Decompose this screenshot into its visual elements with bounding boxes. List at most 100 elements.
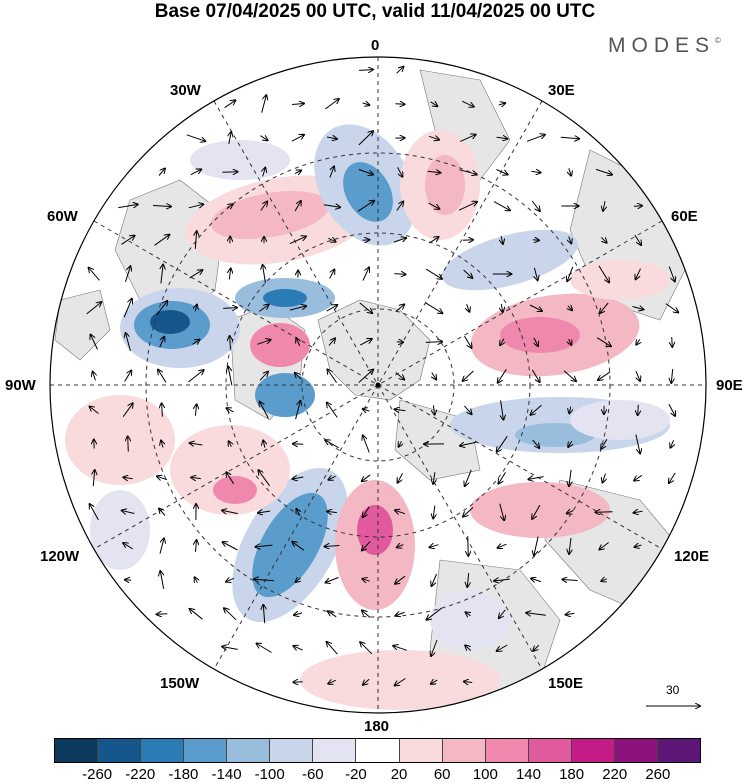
- wind-vector: [569, 469, 571, 486]
- lon-label-30w: 30W: [170, 82, 201, 99]
- map-title: Base 07/04/2025 00 UTC, valid 11/04/2025…: [154, 1, 596, 22]
- wind-vector: [635, 434, 640, 454]
- wind-vector: [498, 544, 507, 548]
- wind-vector: [636, 339, 640, 344]
- wind-vector: [263, 265, 266, 284]
- wind-vector: [460, 135, 475, 142]
- colorbar-swatch-8: [399, 739, 443, 762]
- wind-vector: [528, 477, 544, 480]
- colorbar-tick-label: 140: [515, 766, 541, 783]
- colorbar-swatch-6: [313, 739, 357, 762]
- wind-vector: [562, 580, 578, 581]
- wind-vector: [327, 369, 338, 383]
- wind-vector: [159, 509, 166, 516]
- wind-vector: [636, 268, 641, 280]
- wind-vector: [296, 338, 299, 347]
- colorbar-tick-label: -100: [254, 766, 285, 783]
- wind-vector: [560, 137, 579, 139]
- wind-vector: [669, 472, 676, 483]
- wind-vector: [121, 236, 134, 245]
- wind-vector: [161, 441, 163, 448]
- wind-vector: [292, 104, 304, 105]
- wind-vector: [531, 369, 539, 382]
- colorbar-swatch-11: [528, 739, 572, 762]
- wind-vector: [228, 367, 233, 386]
- wind-vector: [291, 135, 304, 142]
- wind-vector: [222, 172, 237, 173]
- wind-vector: [90, 504, 99, 521]
- lon-label-90w: 90W: [5, 377, 36, 394]
- wind-vector: [90, 407, 99, 414]
- wind-vector: [125, 266, 131, 282]
- wind-vector: [427, 171, 441, 173]
- wind-vector: [359, 339, 372, 346]
- wind-vector: [468, 536, 469, 556]
- wind-vector: [188, 370, 203, 383]
- wind-vector: [393, 238, 406, 243]
- wind-vector: [263, 605, 264, 624]
- wind-vector: [190, 169, 201, 176]
- wind-vector: [259, 305, 268, 312]
- wind-vector: [160, 571, 165, 589]
- wind-vector: [328, 338, 335, 346]
- lon-label-180: 180: [364, 718, 390, 735]
- wind-vector: [294, 201, 301, 212]
- wind-vector: [222, 647, 238, 650]
- wind-vector: [292, 542, 305, 551]
- wind-vector: [226, 472, 235, 484]
- wind-vector: [328, 476, 336, 480]
- wind-vector: [595, 168, 612, 174]
- wind-vector: [323, 205, 340, 208]
- wind-vector: [89, 268, 100, 281]
- wind-vector: [260, 202, 267, 211]
- wind-vector: [395, 304, 404, 312]
- wind-vector: [399, 441, 402, 446]
- wind-vector: [329, 270, 335, 279]
- wind-vector: [396, 612, 405, 615]
- wind-vector: [362, 611, 371, 618]
- wind-vector: [362, 267, 369, 281]
- wind-vector: [496, 169, 507, 175]
- wind-vector: [634, 234, 641, 245]
- wind-vector: [363, 436, 370, 453]
- colorbar-tick-label: 60: [433, 766, 451, 783]
- wind-vector: [634, 474, 643, 480]
- wind-vector: [464, 682, 473, 683]
- wind-vector: [533, 644, 540, 651]
- wind-vector: [425, 302, 443, 313]
- wind-vector: [295, 373, 302, 380]
- colorbar-swatch-3: [184, 739, 228, 762]
- wind-vector: [567, 266, 574, 281]
- logo-text: MODES: [608, 34, 716, 57]
- wind-vector: [459, 169, 476, 175]
- wind-vector: [568, 306, 572, 310]
- wind-vector: [152, 206, 171, 207]
- colorbar-tick-label: -60: [301, 766, 324, 783]
- wind-vector: [425, 268, 442, 279]
- wind-vector: [430, 545, 439, 548]
- wind-vector: [359, 302, 372, 313]
- lon-label-60e: 60E: [671, 208, 698, 225]
- wind-vector: [596, 337, 611, 347]
- wind-vector: [458, 202, 477, 211]
- wind-vectors: [86, 67, 679, 686]
- colorbar-swatch-14: [657, 739, 700, 762]
- wind-vector: [327, 403, 338, 418]
- wind-vector: [362, 103, 370, 105]
- wind-vector: [363, 506, 370, 517]
- wind-vector: [188, 204, 204, 208]
- wind-vector: [598, 265, 609, 283]
- colorbar-tick-label: -140: [211, 766, 242, 783]
- wind-vector: [428, 136, 439, 139]
- colorbar-swatch-5: [270, 739, 314, 762]
- wind-vector: [569, 338, 572, 345]
- wind-vector: [638, 404, 639, 415]
- wind-vector: [124, 371, 132, 382]
- wind-vector: [118, 204, 137, 207]
- wind-vector: [531, 171, 540, 172]
- wind-vector: [256, 545, 273, 547]
- wind-vector: [534, 337, 538, 346]
- wind-vector: [229, 269, 230, 280]
- colorbar-swatch-9: [442, 739, 486, 762]
- wind-vector: [534, 267, 537, 281]
